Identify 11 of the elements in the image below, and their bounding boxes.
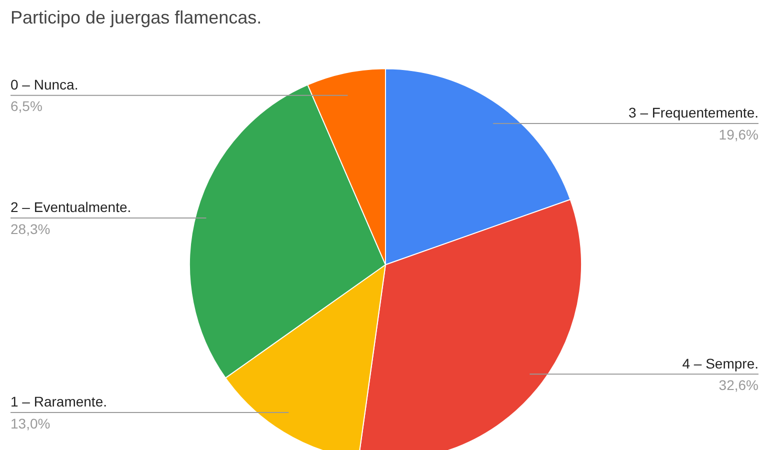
- slice-label: 1 – Raramente.: [10, 394, 107, 410]
- data-label: 19,6%: [718, 126, 759, 142]
- data-label: 6,5%: [10, 98, 42, 114]
- data-label: 32,6%: [718, 376, 759, 393]
- slice-label: 0 – Nunca.: [10, 76, 78, 93]
- chart-title: Participo de juergas flamencas.: [10, 8, 262, 28]
- data-label: 28,3%: [10, 220, 50, 237]
- slice-label: 3 – Frequentemente.: [628, 104, 759, 121]
- data-label: 13,0%: [10, 415, 50, 432]
- slice-label: 2 – Eventualmente.: [10, 199, 132, 216]
- slice-label: 4 – Sempre.: [682, 355, 759, 372]
